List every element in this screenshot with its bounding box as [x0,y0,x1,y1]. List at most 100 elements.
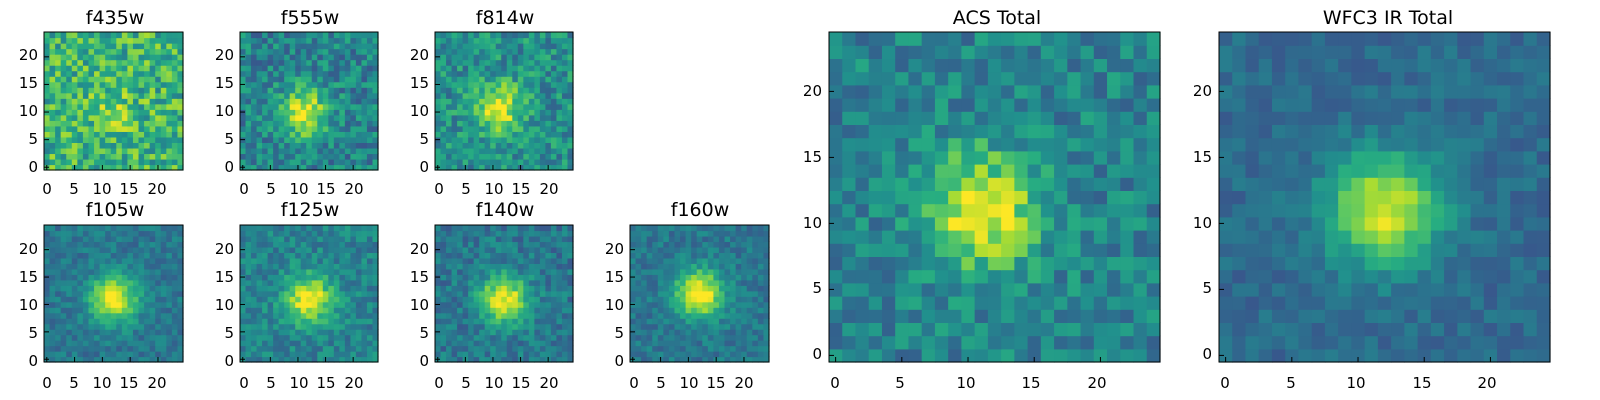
heatmap-cell [663,230,670,237]
heatmap-cell [462,153,469,160]
heatmap-cell [284,274,291,281]
heatmap-cell [177,81,184,88]
heatmap-cell [641,307,648,314]
heatmap-cell [446,37,453,44]
heatmap-cell [668,356,676,363]
heatmap-cell [512,290,519,297]
heatmap-cell [501,246,508,253]
heatmap-cell [328,103,335,110]
heatmap-cell [451,59,458,66]
heatmap-cell [468,312,475,319]
heatmap-cell [1001,309,1015,323]
heatmap-cell [724,241,731,248]
heatmap-cell [630,312,637,319]
heatmap-cell [311,164,318,171]
heatmap-cell [127,65,134,72]
heatmap-cell [132,290,140,297]
heatmap-cell [94,225,101,232]
heatmap-cell [696,301,703,308]
heatmap-cell [333,81,340,88]
heatmap-cell [702,329,709,336]
heatmap-cell [256,70,263,77]
heatmap-cell [668,268,676,275]
heatmap-cell [696,257,703,264]
heatmap-cell [473,225,480,232]
heatmap-cell [317,257,324,264]
heatmap-cell [680,225,687,232]
heatmap-cell [121,345,128,352]
heatmap-cell [105,318,112,325]
heatmap-cell [512,131,519,138]
heatmap-cell [752,329,759,336]
heatmap-cell [322,54,329,61]
heatmap-cell [339,307,346,314]
heatmap-cell [333,312,340,319]
heatmap-cell [674,274,681,281]
heatmap-cell [652,241,659,248]
heatmap-cell [60,125,67,132]
heatmap-cell [344,356,351,363]
heatmap-cell [1027,137,1042,152]
heatmap-cell [121,307,128,314]
heatmap-cell [372,246,379,253]
x-tick-label: 15 [706,374,725,392]
heatmap-cell [166,48,173,55]
heatmap-cell [160,257,167,264]
heatmap-cell [251,43,258,50]
heatmap-cell [735,252,742,259]
heatmap-cell [934,216,949,231]
heatmap-cell [49,323,56,330]
heatmap-cell [273,43,280,50]
heatmap-cell [105,235,112,243]
plot-frame [434,31,574,171]
heatmap-cell [479,70,486,77]
heatmap-cell [539,345,546,352]
heatmap-cell [311,356,318,363]
heatmap-cell [921,164,936,178]
heatmap-cell [88,263,95,270]
heatmap-cell [171,274,179,281]
heatmap-cell [567,103,574,110]
heatmap-cell [350,323,357,330]
heatmap-cell [440,153,447,160]
heatmap-cell [641,301,648,308]
heatmap-cell [251,257,258,264]
heatmap-cell [267,54,274,61]
heatmap-cell [713,334,720,341]
heatmap-cell [317,103,324,110]
heatmap-cell [657,230,664,237]
heatmap-cell [144,65,151,72]
heatmap-cell [674,340,681,347]
heatmap-cell [49,279,56,286]
heatmap-cell [71,307,78,314]
heatmap-cell [713,301,720,308]
heatmap-cell [240,158,247,166]
heatmap-cell [273,125,280,132]
heatmap-cell [446,329,453,336]
heatmap-cell [121,263,128,270]
heatmap-cell [317,225,324,232]
heatmap-cell [99,54,106,61]
heatmap-cell [713,263,720,270]
heatmap-cell [468,356,475,363]
heatmap-cell [71,257,78,264]
heatmap-cell [724,307,731,314]
heatmap-cell [730,279,737,286]
heatmap-cell [539,285,546,292]
heatmap-cell [561,103,569,110]
heatmap-cell [284,323,291,330]
heatmap-cell [534,87,541,94]
heatmap-cell [110,351,117,358]
heatmap-cell [685,257,692,264]
heatmap-cell [138,340,145,347]
heatmap-cell [685,268,692,275]
heatmap-cell [440,296,447,303]
heatmap-cell [680,246,687,253]
heatmap-cell [539,37,546,44]
heatmap-cell [446,98,453,105]
heatmap-cell [718,274,726,281]
heatmap-cell [132,98,140,105]
heatmap-cell [60,131,67,138]
heatmap-cell [718,351,726,358]
heatmap-cell [240,65,247,72]
